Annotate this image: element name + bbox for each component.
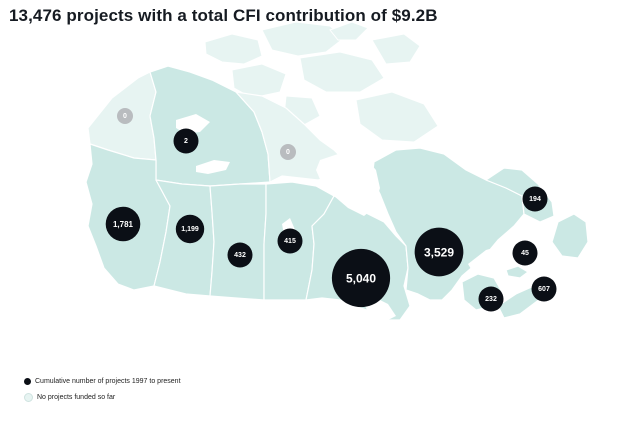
bubble-label-newfoundland-and-labrador: 194: [529, 196, 541, 203]
bubble-british-columbia[interactable]: [105, 206, 141, 242]
arctic-islands: [204, 21, 439, 143]
legend-funded-swatch: [24, 378, 31, 385]
great-slave-lake: [196, 160, 230, 174]
bubble-saskatchewan[interactable]: [227, 242, 253, 268]
legend-unfunded: No projects funded so far: [24, 393, 115, 402]
bubble-label-nova-scotia: 607: [538, 286, 550, 293]
gulf-of-st-lawrence: [468, 246, 512, 274]
region-saskatchewan[interactable]: [209, 183, 267, 301]
region-prince-edward-island[interactable]: [505, 265, 529, 279]
hudson-bay: [316, 152, 380, 216]
bubble-label-new-brunswick: 232: [485, 296, 497, 303]
bubble-nunavut[interactable]: [280, 144, 296, 160]
project-bubbles: 0 2 0 1,781 1,199 432 415 5,040 3,529 194 45 232 607: [105, 108, 557, 312]
bubble-nova-scotia[interactable]: [531, 276, 557, 302]
legend-funded: Cumulative number of projects 1997 to pr…: [24, 378, 181, 385]
bubble-label-yukon: 0: [123, 113, 127, 120]
bubble-alberta[interactable]: [175, 214, 205, 244]
bubble-label-manitoba: 415: [284, 238, 296, 245]
region-newfoundland-and-labrador[interactable]: [551, 213, 589, 259]
bubble-label-ontario: 5,040: [346, 272, 376, 286]
bubble-newfoundland-and-labrador[interactable]: [522, 186, 548, 212]
bubble-label-quebec: 3,529: [424, 246, 454, 260]
bubble-label-saskatchewan: 432: [234, 252, 246, 259]
region-northwest-territories[interactable]: [149, 65, 271, 187]
bubble-label-northwest-territories: 2: [184, 138, 188, 145]
bubble-quebec[interactable]: [414, 227, 464, 277]
region-quebec[interactable]: [371, 147, 525, 301]
legend-funded-label: Cumulative number of projects 1997 to pr…: [35, 378, 181, 385]
bubble-manitoba[interactable]: [277, 228, 303, 254]
page-title: 13,476 projects with a total CFI contrib…: [9, 6, 438, 25]
bubble-northwest-territories[interactable]: [173, 128, 199, 154]
bubble-yukon[interactable]: [117, 108, 133, 124]
bubble-new-brunswick[interactable]: [478, 286, 504, 312]
bubble-label-british-columbia: 1,781: [113, 220, 134, 229]
legend-unfunded-swatch: [24, 393, 33, 402]
bubble-label-nunavut: 0: [286, 149, 290, 156]
bubble-ontario[interactable]: [331, 248, 391, 308]
bubble-label-alberta: 1,199: [181, 226, 199, 233]
bubble-label-prince-edward-island: 45: [521, 250, 529, 257]
bubble-prince-edward-island[interactable]: [512, 240, 538, 266]
legend-unfunded-label: No projects funded so far: [37, 394, 116, 401]
